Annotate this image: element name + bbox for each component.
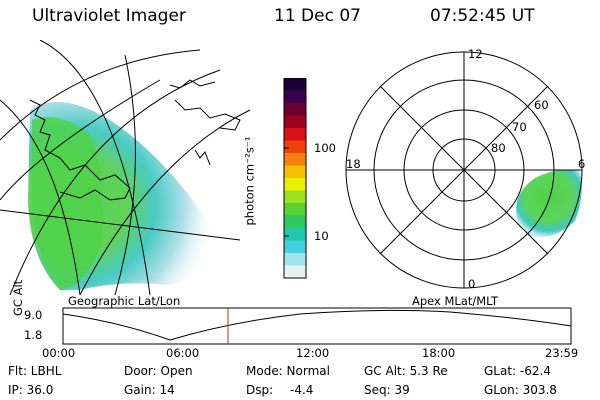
filter-label: Flt: LBHL <box>8 364 62 378</box>
polar-grid <box>345 51 583 289</box>
mlt-6-label: 6 <box>578 157 586 171</box>
mlat-60-label: 60 <box>534 98 549 112</box>
colorbar-swatch <box>284 190 306 204</box>
polar-plot <box>345 51 583 289</box>
glon-label: GLon: 303.8 <box>484 383 557 397</box>
mlat-70-label: 70 <box>512 120 527 134</box>
colorbar-tick-100-label: 100 <box>314 141 336 155</box>
time-label: 07:52:45 UT <box>430 6 535 26</box>
altitude-curve <box>62 309 572 341</box>
colorbar-frame <box>283 78 307 279</box>
colorbar-swatch <box>284 228 306 241</box>
dsp-value: -4.4 <box>290 383 314 397</box>
instrument-title: Ultraviolet Imager <box>32 6 186 26</box>
timeline-tick-3: 18:00 <box>422 346 456 360</box>
geographic-map <box>0 40 251 295</box>
right-panel-caption: Apex MLat/MLT <box>412 294 499 308</box>
polar-aurora-region <box>516 169 582 237</box>
timeline-y-label: GC Alt <box>11 279 25 316</box>
timeline-y-min: 1.8 <box>24 328 43 342</box>
seq-label: Seq: 39 <box>364 383 410 397</box>
colorbar-swatch <box>284 253 306 266</box>
colorbar-swatch <box>284 178 306 191</box>
colorbar-swatches <box>284 78 306 279</box>
timeline-tick-2: 12:00 <box>296 346 330 360</box>
colorbar-swatch <box>284 265 306 279</box>
glat-label: GLat: -62.4 <box>484 364 551 378</box>
gc-alt-label: GC Alt: 5.3 Re <box>364 364 448 378</box>
colorbar-swatch <box>284 115 306 129</box>
gain-label: Gain: 14 <box>124 383 175 397</box>
timeline-y-max: 9.0 <box>24 308 43 322</box>
timeline-tick-1: 06:00 <box>166 346 200 360</box>
colorbar-swatch <box>284 165 306 179</box>
colorbar-label: photon cm⁻²s⁻¹ <box>242 136 257 226</box>
colorbar-swatch <box>284 78 306 91</box>
mlt-12-label: 12 <box>468 47 483 61</box>
door-label: Door: Open <box>124 364 193 378</box>
mlt-18-label: 18 <box>346 157 361 171</box>
altitude-timeline <box>62 307 572 345</box>
colorbar-tick-10-label: 10 <box>314 229 329 243</box>
colorbar-swatch <box>284 215 306 229</box>
colorbar <box>283 78 307 279</box>
timeline-frame <box>62 307 572 345</box>
timeline-tick-0: 00:00 <box>42 346 76 360</box>
colorbar-swatch <box>284 128 306 141</box>
lat-lon-grid <box>0 40 251 295</box>
mlt-0-label: 0 <box>468 277 476 291</box>
colorbar-swatch <box>284 140 306 154</box>
colorbar-swatch <box>284 90 306 104</box>
dsp-label: Dsp: <box>246 383 274 397</box>
colorbar-swatch <box>284 240 306 254</box>
colorbar-swatch <box>284 103 306 116</box>
ip-label: IP: 36.0 <box>8 383 54 397</box>
colorbar-swatch <box>284 153 306 166</box>
mode-label: Mode: Normal <box>246 364 330 378</box>
coastlines <box>29 79 241 201</box>
date-label: 11 Dec 07 <box>274 6 361 26</box>
mlat-80-label: 80 <box>491 141 506 155</box>
colorbar-swatch <box>284 203 306 216</box>
aurora-core <box>32 117 104 291</box>
left-panel-caption: Geographic Lat/Lon <box>68 294 181 308</box>
timeline-tick-4: 23:59 <box>545 346 579 360</box>
